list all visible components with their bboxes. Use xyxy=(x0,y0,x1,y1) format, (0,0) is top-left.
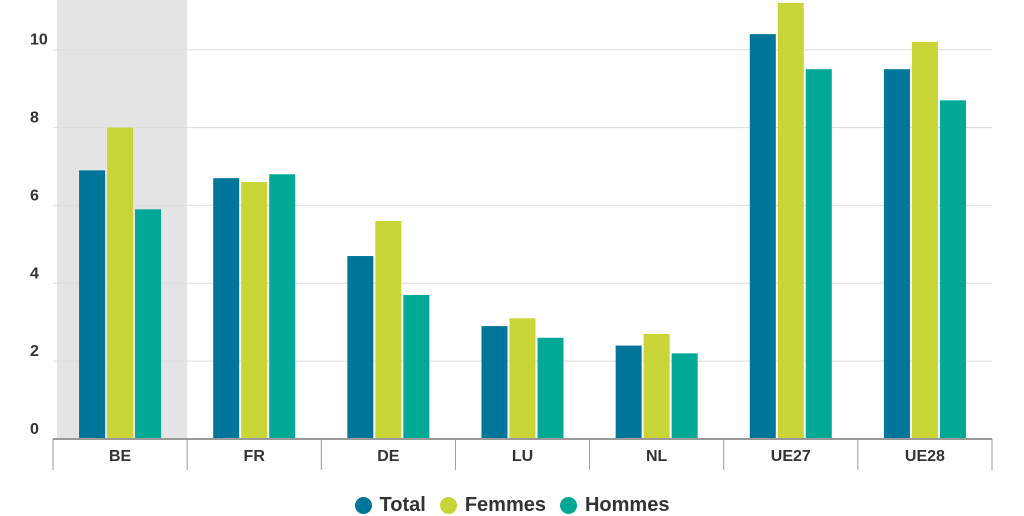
x-tick-label: LU xyxy=(512,448,533,465)
bar-femmes-ue27[interactable] xyxy=(777,3,804,439)
bar-femmes-be[interactable] xyxy=(107,127,134,440)
legend-label-hommes: Hommes xyxy=(584,494,670,516)
gridlines xyxy=(53,49,992,362)
bar-total-de[interactable] xyxy=(347,256,374,439)
y-tick-label: 4 xyxy=(30,265,39,282)
x-tick-label: BE xyxy=(109,448,132,465)
bar-femmes-lu[interactable] xyxy=(509,318,536,439)
legend-label-total: Total xyxy=(379,494,426,516)
bar-femmes-de[interactable] xyxy=(375,221,402,439)
x-tick-label: FR xyxy=(244,448,266,465)
legend-swatch-hommes xyxy=(559,496,577,514)
bar-femmes-nl[interactable] xyxy=(643,333,670,439)
legend-label-femmes: Femmes xyxy=(464,494,546,516)
legend-swatch-femmes xyxy=(439,496,457,514)
bar-hommes-lu[interactable] xyxy=(537,337,564,439)
y-tick-label: 2 xyxy=(30,343,39,360)
x-tick-label: UE28 xyxy=(905,448,945,465)
legend-item-hommes[interactable]: Hommes xyxy=(559,494,670,516)
bar-femmes-fr[interactable] xyxy=(241,182,268,440)
x-tick-label: NL xyxy=(646,448,668,465)
bar-total-be[interactable] xyxy=(79,170,106,439)
y-axis-ticks: 0 2 4 6 8 10 xyxy=(30,32,48,438)
bar-femmes-ue28[interactable] xyxy=(911,41,938,440)
bar-total-fr[interactable] xyxy=(213,178,240,439)
bars xyxy=(79,3,966,440)
bar-hommes-be[interactable] xyxy=(135,209,162,439)
legend-swatch-total xyxy=(354,496,372,514)
bar-hommes-fr[interactable] xyxy=(269,174,296,440)
bar-total-ue28[interactable] xyxy=(883,69,910,439)
bar-total-lu[interactable] xyxy=(481,326,508,439)
bar-hommes-de[interactable] xyxy=(403,294,430,439)
y-tick-label: 6 xyxy=(30,187,39,204)
legend: Total Femmes Hommes xyxy=(0,494,1024,516)
legend-item-total[interactable]: Total xyxy=(354,494,426,516)
bar-total-nl[interactable] xyxy=(615,345,642,439)
bar-total-ue27[interactable] xyxy=(749,34,776,440)
bar-hommes-ue27[interactable] xyxy=(805,69,832,439)
x-tick-label: UE27 xyxy=(771,448,811,465)
bar-hommes-ue28[interactable] xyxy=(939,100,966,440)
y-tick-label: 10 xyxy=(30,32,48,49)
y-tick-label: 8 xyxy=(30,110,39,127)
x-tick-label: DE xyxy=(377,448,400,465)
legend-item-femmes[interactable]: Femmes xyxy=(439,494,546,516)
bar-hommes-nl[interactable] xyxy=(671,353,698,439)
y-tick-label: 0 xyxy=(30,421,39,438)
x-axis-category-ticks: BE FR DE LU NL UE27 UE28 xyxy=(52,439,993,470)
